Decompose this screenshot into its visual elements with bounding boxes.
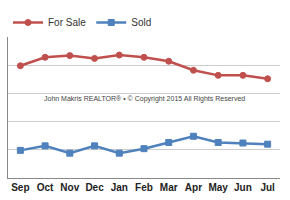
svg-text:Nov: Nov [60,182,79,193]
svg-text:Sold: Sold [131,17,151,28]
svg-text:May: May [208,182,228,193]
svg-text:Jun: Jun [234,182,252,193]
svg-text:Jul: Jul [260,182,275,193]
svg-text:John Makris REALTOR® • © Copyr: John Makris REALTOR® • © Copyright 2015 … [44,95,245,103]
svg-text:Sep: Sep [11,182,29,193]
svg-text:Feb: Feb [135,182,153,193]
svg-text:Mar: Mar [160,182,178,193]
svg-text:Oct: Oct [37,182,54,193]
svg-text:Jan: Jan [111,182,128,193]
svg-text:Apr: Apr [185,182,202,193]
svg-text:For Sale: For Sale [48,17,86,28]
svg-text:Dec: Dec [85,182,104,193]
